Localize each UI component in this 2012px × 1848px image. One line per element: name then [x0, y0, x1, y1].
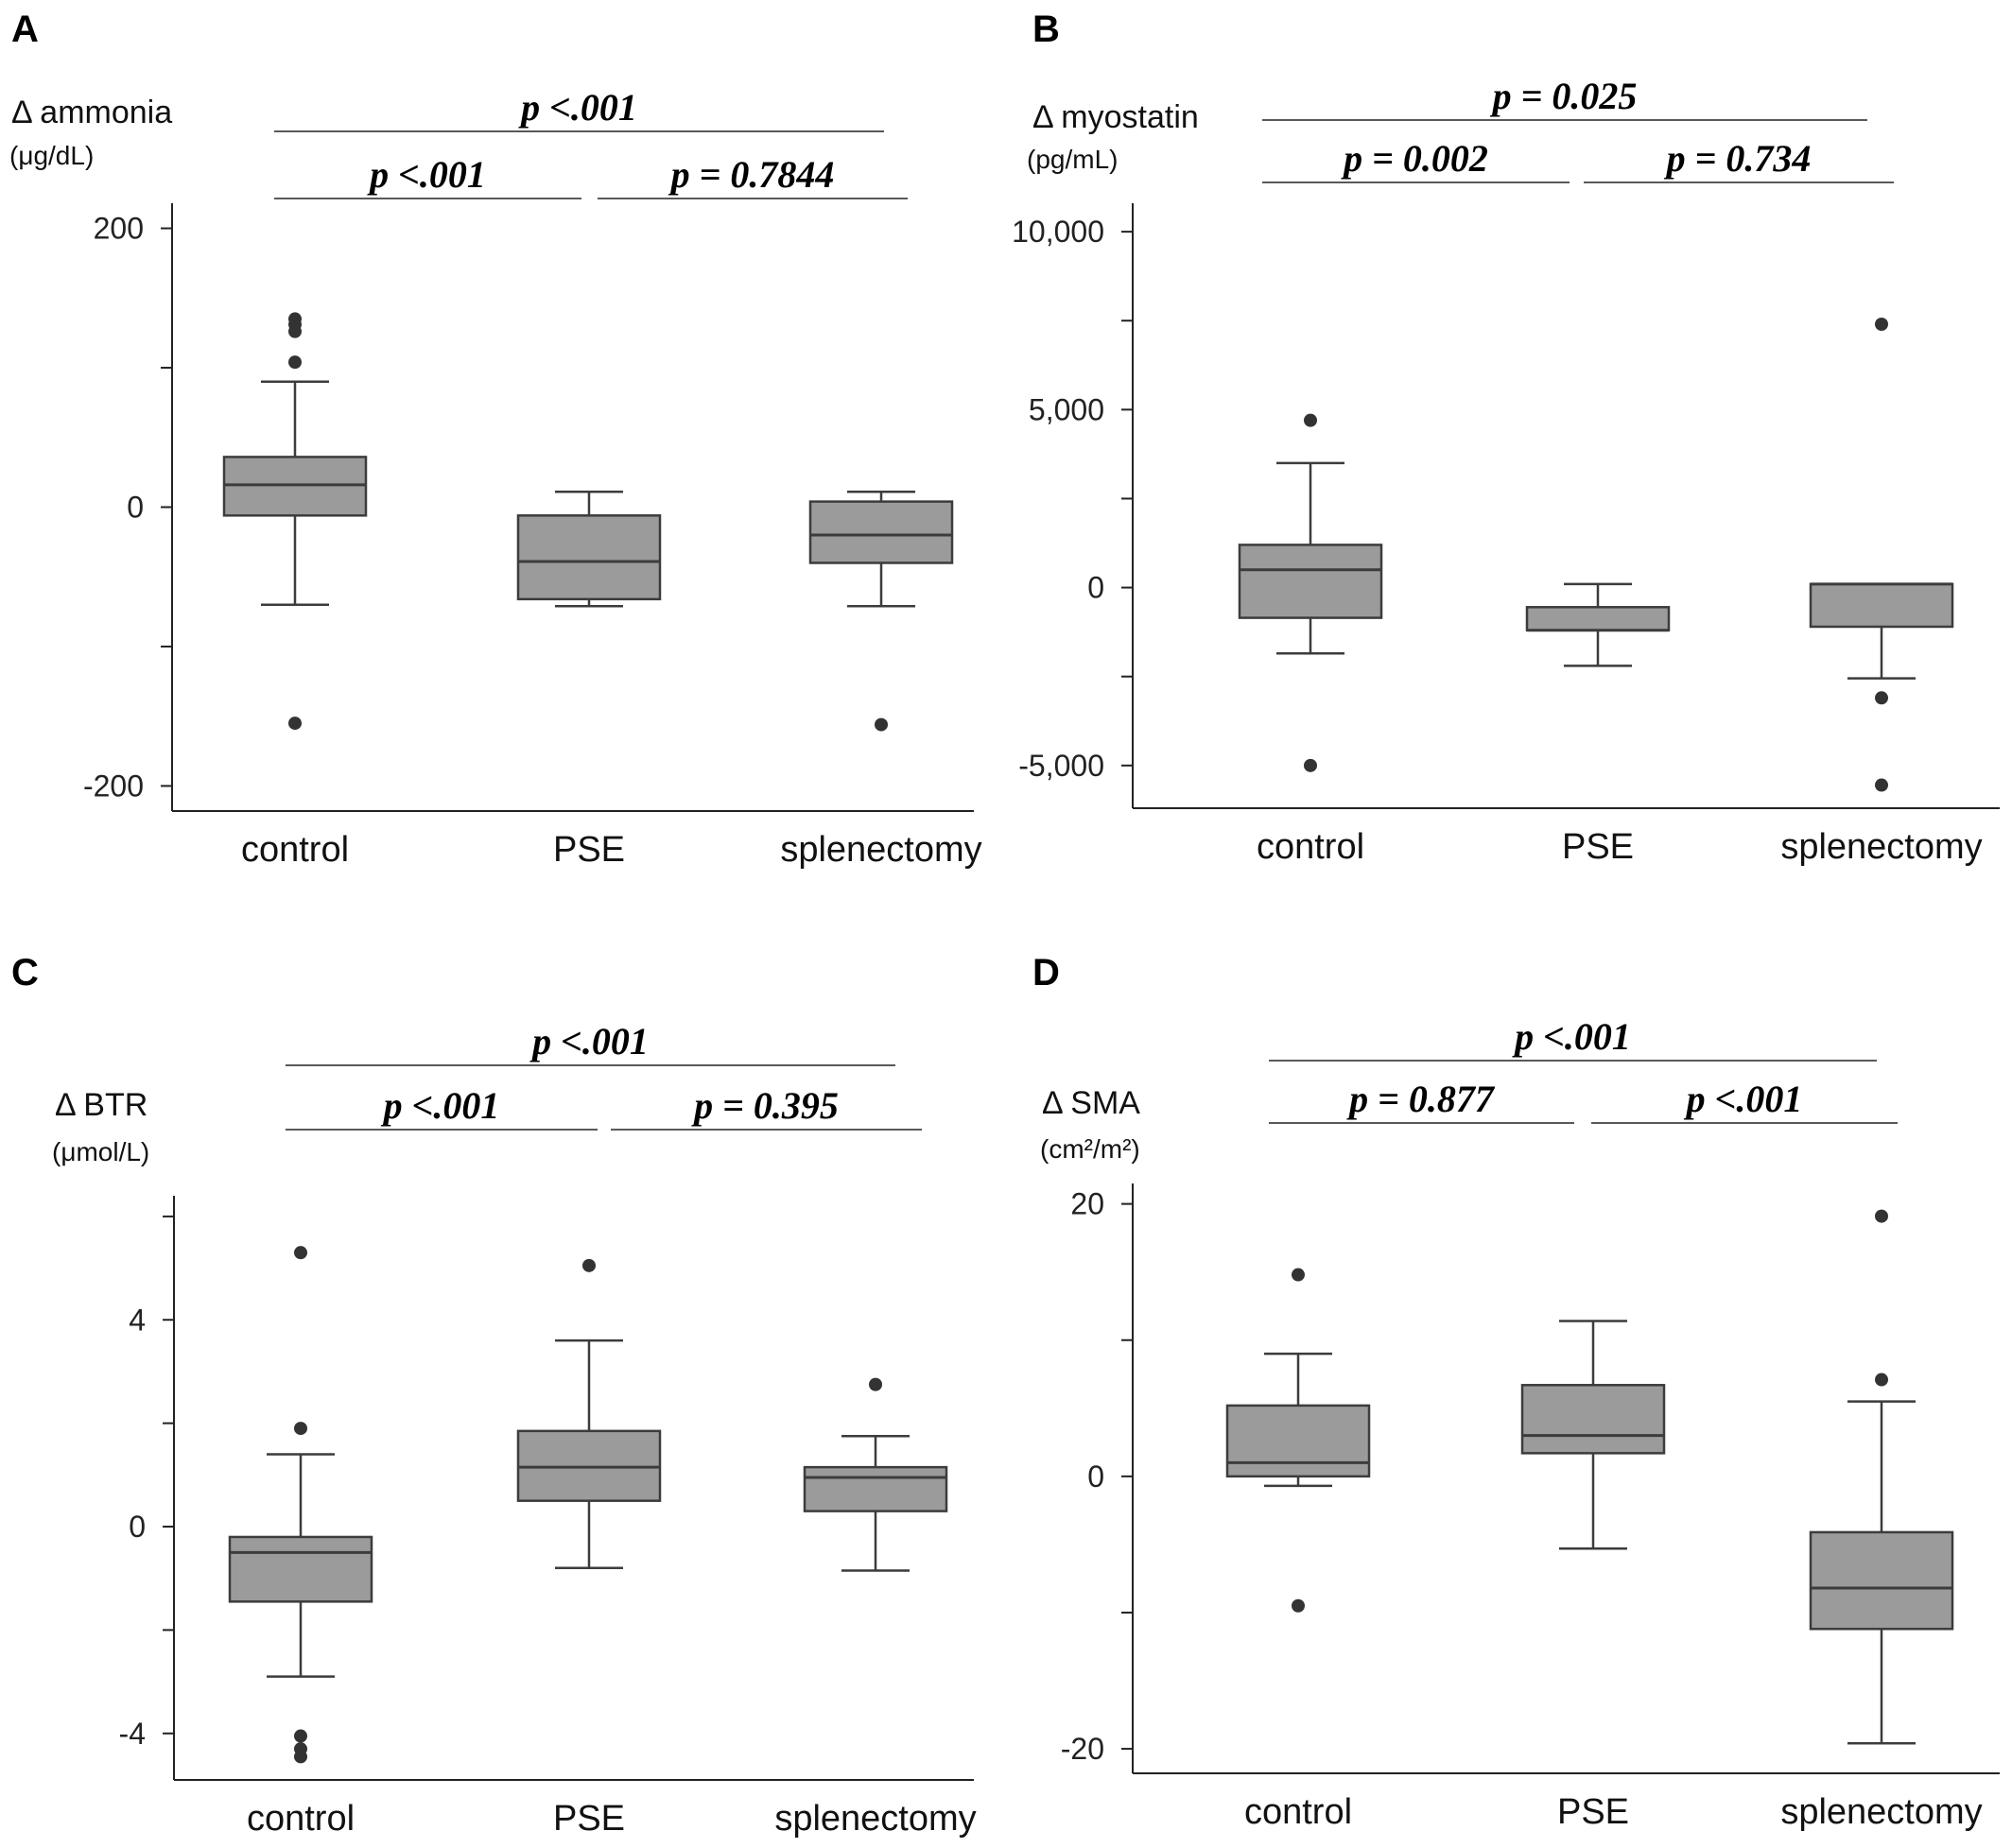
outlier-point: [1292, 1268, 1305, 1282]
y-tick-label: -5,000: [1018, 749, 1104, 783]
p-value-label: p = 0.734: [1664, 137, 1812, 180]
outlier-point: [294, 1750, 307, 1764]
category-label: splenectomy: [780, 830, 981, 870]
y-axis-unit: (μmol/L): [52, 1137, 149, 1166]
category-label: control: [1257, 827, 1364, 867]
y-tick-label: 4: [129, 1303, 146, 1337]
category-label: PSE: [1562, 827, 1634, 867]
outlier-point: [1875, 778, 1888, 792]
outlier-point: [1875, 691, 1888, 705]
category-label: splenectomy: [1780, 1792, 1982, 1832]
panel-a: A Δ ammonia (μg/dL) 200 0 -200 control PSE splen…: [9, 9, 982, 870]
category-label: control: [241, 830, 349, 870]
panel-letter: B: [1032, 9, 1060, 50]
iqr-box: [228, 1535, 373, 1603]
iqr-box: [1225, 1404, 1371, 1478]
y-tick-label: 0: [129, 1510, 146, 1544]
box-splenectomy: [803, 1377, 948, 1572]
panel-letter: D: [1032, 952, 1060, 993]
y-tick-label: 0: [127, 491, 144, 525]
p-value-label: p = 0.7844: [668, 153, 835, 196]
box-PSE: [516, 491, 662, 608]
p-value-label: p = 0.002: [1341, 137, 1488, 180]
y-axis-unit: (cm²/m²): [1040, 1134, 1140, 1164]
outlier-point: [869, 1377, 882, 1391]
p-value-label: p = 0.395: [691, 1084, 839, 1127]
y-tick-label: 10,000: [1012, 215, 1104, 249]
y-axis-label: Δ SMA: [1042, 1085, 1140, 1121]
iqr-box: [1809, 1530, 1954, 1631]
outlier-point: [582, 1258, 596, 1272]
panel-b: B Δ myostatin (pg/mL) 10,000 5,000 0 -5,000 con…: [1012, 9, 2000, 867]
p-value-label: p = 0.025: [1490, 75, 1638, 117]
y-axis-label: Δ myostatin: [1032, 99, 1199, 135]
panel-c: C Δ BTR (μmol/L) 4 0 -4 control PSE splenectomy p…: [11, 952, 977, 1839]
outlier-point: [875, 717, 888, 732]
y-tick-label: 0: [1087, 571, 1104, 605]
category-label: PSE: [553, 830, 625, 870]
box-control: [228, 1246, 373, 1764]
y-axis-unit: (μg/dL): [9, 141, 94, 170]
p-value-label: p <.001: [529, 1020, 649, 1062]
box-control: [1238, 413, 1383, 772]
y-axis-label: Δ ammonia: [11, 95, 172, 130]
outlier-point: [294, 1729, 307, 1743]
box-splenectomy: [808, 491, 954, 732]
outlier-point: [294, 1422, 307, 1436]
y-tick-label: -20: [1061, 1732, 1104, 1766]
box-splenectomy: [1809, 318, 1954, 792]
outlier-point: [1304, 413, 1317, 427]
iqr-box: [1525, 606, 1671, 632]
panel-d: D Δ SMA (cm²/m²) 20 0 -20 control PSE splenectom…: [1032, 952, 2000, 1832]
p-value-label: p <.001: [381, 1084, 500, 1127]
category-label: splenectomy: [774, 1799, 976, 1839]
category-label: PSE: [1557, 1792, 1629, 1832]
p-value-label: p <.001: [518, 86, 637, 129]
box-PSE: [1525, 582, 1671, 667]
y-tick-label: 20: [1070, 1187, 1104, 1221]
category-label: splenectomy: [1780, 827, 1982, 867]
category-label: PSE: [553, 1799, 625, 1839]
y-axis-label: Δ BTR: [55, 1087, 147, 1123]
panel-letter: C: [11, 952, 39, 993]
box-splenectomy: [1809, 1209, 1954, 1745]
iqr-box: [1809, 582, 1954, 629]
panel-letter: A: [11, 9, 39, 50]
box-PSE: [516, 1258, 662, 1570]
outlier-point: [1875, 318, 1888, 331]
iqr-box: [1238, 544, 1383, 619]
y-axis-unit: (pg/mL): [1027, 145, 1118, 174]
box-control: [1225, 1268, 1371, 1613]
outlier-point: [288, 717, 302, 731]
category-label: control: [1244, 1792, 1352, 1832]
iqr-box: [516, 514, 662, 601]
p-value-label: p <.001: [367, 153, 486, 196]
y-tick-label: 0: [1087, 1459, 1104, 1494]
y-tick-label: 5,000: [1029, 392, 1104, 426]
iqr-box: [808, 500, 954, 564]
outlier-point: [288, 324, 302, 338]
iqr-box: [803, 1465, 948, 1512]
p-value-label: p = 0.877: [1346, 1078, 1496, 1120]
box-PSE: [1520, 1320, 1666, 1550]
outlier-point: [1875, 1209, 1888, 1223]
outlier-point: [288, 355, 302, 370]
outlier-point: [294, 1246, 307, 1260]
iqr-box: [1520, 1384, 1666, 1455]
y-tick-label: -200: [83, 769, 144, 803]
y-tick-label: -4: [119, 1717, 146, 1751]
p-value-label: p <.001: [1512, 1015, 1631, 1058]
category-label: control: [247, 1799, 355, 1839]
y-tick-label: 200: [94, 212, 144, 246]
box-control: [222, 312, 368, 731]
outlier-point: [1304, 758, 1317, 772]
p-value-label: p <.001: [1684, 1078, 1803, 1120]
outlier-point: [1292, 1598, 1305, 1613]
outlier-point: [1875, 1373, 1888, 1387]
